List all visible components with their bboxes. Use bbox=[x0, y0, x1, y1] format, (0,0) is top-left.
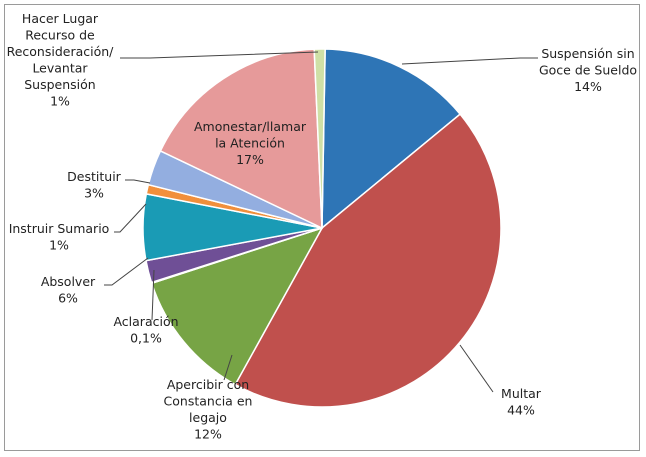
leader-absolver bbox=[104, 257, 149, 286]
leader-suspension bbox=[401, 57, 538, 65]
slice-suspension-sin-goce bbox=[321, 48, 462, 230]
label-apercibir: Apercibir con Constancia en legajo 12% bbox=[164, 377, 253, 442]
slice-apercibir bbox=[150, 226, 324, 386]
label-hacer-lugar-line: Levantar bbox=[32, 61, 88, 76]
label-amonestar-line: la Atención bbox=[215, 136, 285, 151]
label-multar: Multar 44% bbox=[501, 386, 542, 418]
label-hacer-lugar-line: Hacer Lugar bbox=[22, 11, 99, 26]
label-amonestar: Amonestar/llamar la Atención 17% bbox=[194, 119, 307, 167]
label-suspension-sin-goce-line: 14% bbox=[574, 79, 602, 94]
label-instruir-sumario: Instruir Sumario 1% bbox=[9, 221, 110, 253]
label-hacer-lugar-line: 1% bbox=[50, 94, 70, 109]
leader-aclaracion bbox=[151, 269, 155, 321]
label-absolver-line: 6% bbox=[58, 291, 78, 306]
leader-destituir bbox=[125, 179, 151, 184]
label-absolver: Absolver 6% bbox=[41, 274, 96, 306]
label-aclaracion-line: 0,1% bbox=[130, 331, 162, 346]
label-hacer-lugar-line: Reconsideración/ bbox=[7, 44, 115, 59]
label-multar-line: Multar bbox=[501, 386, 542, 401]
label-destituir-line: 3% bbox=[84, 186, 104, 201]
label-aclaracion-line: Aclaración bbox=[113, 314, 178, 329]
label-apercibir-line: Apercibir con bbox=[167, 377, 249, 392]
label-suspension-sin-goce: Suspensión sin Goce de Sueldo 14% bbox=[539, 46, 637, 94]
label-suspension-sin-goce-line: Goce de Sueldo bbox=[539, 63, 637, 78]
label-apercibir-line: 12% bbox=[194, 427, 222, 442]
label-aclaracion: Aclaración 0,1% bbox=[113, 314, 178, 346]
label-apercibir-line: legajo bbox=[189, 410, 227, 425]
label-multar-line: 44% bbox=[507, 403, 535, 418]
label-destituir: Destituir 3% bbox=[67, 169, 121, 201]
label-absolver-line: Absolver bbox=[41, 274, 96, 289]
slice-small-sliver bbox=[313, 48, 326, 229]
label-amonestar-line: 17% bbox=[236, 152, 264, 167]
label-suspension-sin-goce-line: Suspensión sin bbox=[541, 46, 634, 61]
label-hacer-lugar-line: Recurso de bbox=[25, 28, 95, 43]
leader-multar bbox=[459, 344, 494, 393]
label-destituir-line: Destituir bbox=[67, 169, 121, 184]
leader-apercibir bbox=[223, 354, 233, 381]
label-hacer-lugar-line: Suspensión bbox=[24, 77, 95, 92]
label-hacer-lugar: Hacer Lugar Recurso de Reconsideración/Lev… bbox=[7, 11, 115, 109]
leader-hacer-lugar bbox=[120, 51, 319, 59]
label-apercibir-line: Constancia en bbox=[164, 394, 253, 409]
slice-hacer-lugar bbox=[159, 48, 323, 230]
label-instruir-sumario-line: 1% bbox=[49, 238, 69, 253]
leader-instruir bbox=[114, 203, 147, 233]
label-amonestar-line: Amonestar/llamar bbox=[194, 119, 307, 134]
slice-multar bbox=[234, 113, 502, 408]
label-instruir-sumario-line: Instruir Sumario bbox=[9, 221, 110, 236]
